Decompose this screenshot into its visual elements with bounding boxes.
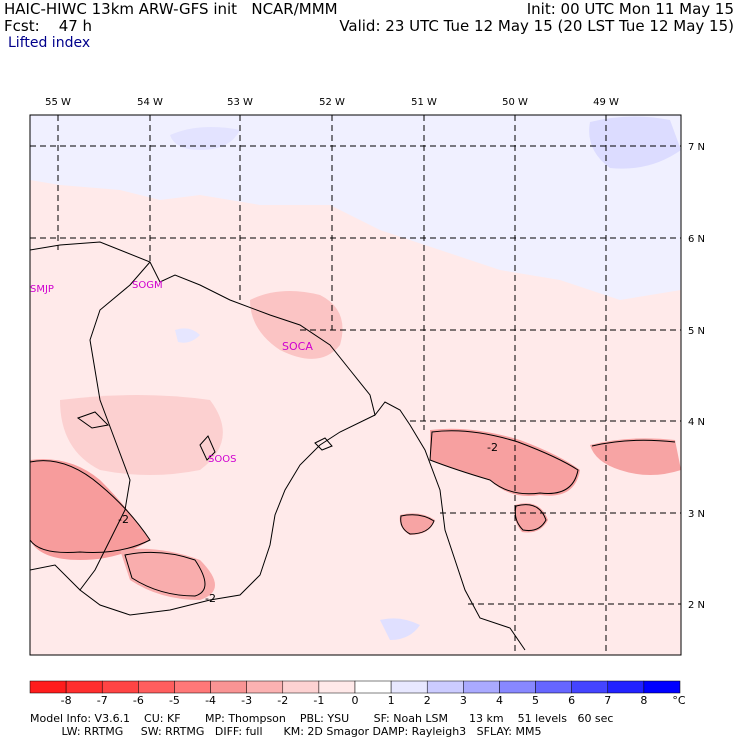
contour-label: -2 bbox=[118, 513, 129, 526]
colorbar-tick-label: -8 bbox=[60, 694, 72, 707]
colorbar-tick-label: -6 bbox=[132, 694, 144, 707]
colorbar-tick-label: 2 bbox=[423, 694, 431, 707]
colorbar-tick-label: -2 bbox=[277, 694, 289, 707]
colorbar bbox=[29, 680, 681, 694]
colorbar-swatch bbox=[535, 680, 572, 694]
lon-label: 52 W bbox=[319, 97, 345, 108]
stable-region bbox=[30, 115, 681, 300]
station-label: SOGM bbox=[132, 280, 163, 291]
lon-label: 50 W bbox=[502, 97, 528, 108]
contour-lines bbox=[30, 411, 676, 597]
stable-patch bbox=[170, 126, 240, 150]
lon-label: 53 W bbox=[227, 97, 253, 108]
lat-label: 5 N bbox=[688, 326, 705, 337]
li-cell bbox=[514, 503, 548, 533]
colorbar-swatch bbox=[29, 680, 67, 694]
field-name: Lifted index bbox=[8, 35, 91, 51]
li-area-south bbox=[120, 548, 215, 600]
colorbar-swatch bbox=[354, 680, 392, 694]
colorbar-swatch bbox=[138, 680, 175, 694]
stable-cell bbox=[175, 328, 200, 343]
map-frame bbox=[29, 114, 682, 656]
colorbar-tick-label: 5 bbox=[532, 694, 540, 707]
li-area-coast bbox=[30, 459, 150, 560]
lat-label: 3 N bbox=[688, 509, 705, 520]
colorbar-tick-label: -3 bbox=[241, 694, 253, 707]
colorbar-swatch bbox=[210, 680, 247, 694]
forecast-hour: Fcst: 47 h bbox=[4, 17, 93, 35]
station-label: SMJP bbox=[30, 284, 54, 295]
colorbar-swatch bbox=[499, 680, 536, 694]
contour-label: -2 bbox=[487, 441, 498, 454]
colorbar-tick-label: 3 bbox=[459, 694, 467, 707]
colorbar-tick-label: 1 bbox=[387, 694, 395, 707]
li-area-far-east bbox=[590, 438, 681, 475]
colorbar-swatch bbox=[101, 680, 139, 694]
li-area-socа bbox=[250, 291, 343, 359]
lon-label: 51 W bbox=[411, 97, 437, 108]
colorbar-tick-label: 8 bbox=[640, 694, 648, 707]
model-info-line1: Model Info: V3.6.1 CU: KF MP: Thompson P… bbox=[30, 712, 614, 725]
li-cell bbox=[399, 513, 435, 535]
colorbar-swatch bbox=[174, 680, 211, 694]
graticule bbox=[30, 115, 681, 655]
colorbar-tick-label: -7 bbox=[96, 694, 108, 707]
colorbar-tick-label: 0 bbox=[351, 694, 359, 707]
lon-label: 55 W bbox=[45, 97, 71, 108]
li-area-east bbox=[430, 428, 580, 496]
colorbar-swatch bbox=[390, 680, 428, 694]
station-label: SOCA bbox=[282, 340, 313, 353]
lat-label: 6 N bbox=[688, 234, 705, 245]
stable-core bbox=[589, 116, 681, 169]
init-time: Init: 00 UTC Mon 11 May 15 bbox=[526, 0, 734, 18]
coastline bbox=[30, 241, 526, 651]
colorbar-tick-label: 7 bbox=[604, 694, 612, 707]
lat-label: 2 N bbox=[688, 600, 705, 611]
colorbar-swatch bbox=[463, 680, 500, 694]
colorbar-swatch bbox=[607, 680, 645, 694]
colorbar-swatch bbox=[282, 680, 320, 694]
colorbar-swatch bbox=[318, 680, 356, 694]
model-title: HAIC-HIWC 13km ARW-GFS init NCAR/MMM bbox=[4, 0, 338, 18]
lon-label: 54 W bbox=[137, 97, 163, 108]
colorbar-tick-label: 4 bbox=[495, 694, 503, 707]
li-area-west bbox=[60, 395, 223, 475]
colorbar-tick-label: 6 bbox=[568, 694, 576, 707]
colorbar-unit: °C bbox=[672, 694, 686, 707]
colorbar-swatch bbox=[426, 680, 464, 694]
colorbar-swatch bbox=[246, 680, 284, 694]
colorbar-tick-label: -1 bbox=[313, 694, 325, 707]
colorbar-swatch bbox=[571, 680, 609, 694]
contour-label: -2 bbox=[205, 592, 216, 605]
colorbar-tick-label: -4 bbox=[205, 694, 217, 707]
colorbar-tick-label: -5 bbox=[168, 694, 180, 707]
lon-label: 49 W bbox=[593, 97, 619, 108]
lat-label: 7 N bbox=[688, 142, 705, 153]
valid-time: Valid: 23 UTC Tue 12 May 15 (20 LST Tue … bbox=[339, 17, 734, 35]
station-label: SOOS bbox=[208, 454, 236, 465]
colorbar-swatch bbox=[643, 680, 681, 694]
lat-label: 4 N bbox=[688, 417, 705, 428]
model-info-line2: LW: RRTMG SW: RRTMG DIFF: full KM: 2D Sm… bbox=[30, 725, 542, 738]
stable-cell bbox=[380, 618, 420, 640]
colorbar-swatch bbox=[65, 680, 103, 694]
